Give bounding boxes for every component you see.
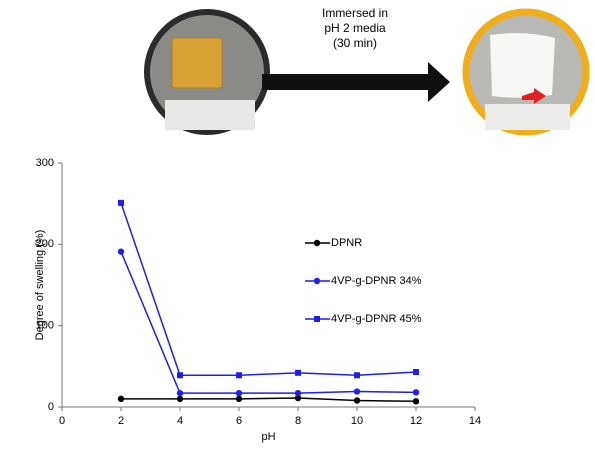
arrow-head <box>428 62 450 102</box>
sample-swollen <box>490 33 555 98</box>
marker <box>413 369 419 375</box>
legend-label: 4VP-g-DPNR 34% <box>331 275 422 287</box>
x-tick-label: 14 <box>469 415 481 427</box>
legend-label: 4VP-g-DPNR 45% <box>331 313 422 325</box>
arrow-body <box>262 74 430 90</box>
marker <box>118 200 124 206</box>
x-tick-label: 2 <box>118 415 124 427</box>
series-line <box>121 203 416 375</box>
annotation-line: Immersed in <box>322 6 388 20</box>
marker <box>354 397 360 403</box>
legend-marker <box>314 278 320 284</box>
series-line <box>121 398 416 401</box>
annotation-line: (30 min) <box>333 36 377 50</box>
y-tick-label: 300 <box>36 157 54 169</box>
marker <box>118 248 124 254</box>
marker <box>118 396 124 402</box>
ruler <box>165 100 255 130</box>
arrow <box>262 62 450 102</box>
x-tick-label: 12 <box>410 415 422 427</box>
legend-marker <box>314 240 320 246</box>
legend-marker <box>314 316 320 322</box>
sample-square <box>172 38 222 88</box>
annotation-line: pH 2 media <box>324 21 386 35</box>
marker <box>413 398 419 404</box>
x-axis-title: pH <box>261 431 275 443</box>
x-tick-label: 4 <box>177 415 183 427</box>
y-tick-label: 0 <box>48 401 54 413</box>
marker <box>295 370 301 376</box>
y-axis-title: Degree of swelling (%) <box>34 230 46 341</box>
x-tick-label: 8 <box>295 415 301 427</box>
legend-label: DPNR <box>331 237 362 249</box>
figure: Immersed inpH 2 media(30 min) 0100200300… <box>0 0 595 447</box>
marker <box>354 388 360 394</box>
photo-before <box>147 12 267 132</box>
marker <box>236 372 242 378</box>
photo-after <box>466 12 586 132</box>
marker <box>236 390 242 396</box>
marker <box>295 390 301 396</box>
x-tick-label: 10 <box>351 415 363 427</box>
marker <box>354 372 360 378</box>
marker <box>177 390 183 396</box>
marker <box>413 389 419 395</box>
marker <box>177 372 183 378</box>
marker <box>177 396 183 402</box>
ruler <box>485 104 570 130</box>
x-tick-label: 0 <box>59 415 65 427</box>
marker <box>236 396 242 402</box>
x-tick-label: 6 <box>236 415 242 427</box>
